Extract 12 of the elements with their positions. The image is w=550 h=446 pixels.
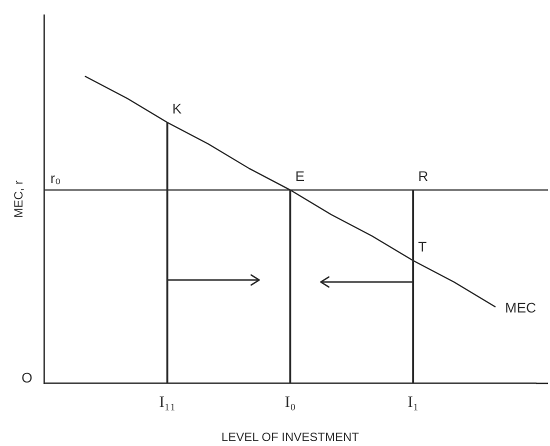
annotation: E [295,168,305,184]
x-tick-label: I₁₁ [159,394,176,412]
y-axis-title: MEC, r [12,180,26,218]
ref-line-label: r₀ [50,170,62,186]
annotation: T [418,238,428,254]
series-label: MEC [505,300,536,316]
text: O [22,369,33,386]
x-axis-title: LEVEL OF INVESTMENT [221,430,360,444]
x-tick-label: I₀ [284,394,296,412]
annotation: K [172,100,182,116]
annotation: R [418,168,428,184]
x-tick-label: I₁ [408,394,419,412]
